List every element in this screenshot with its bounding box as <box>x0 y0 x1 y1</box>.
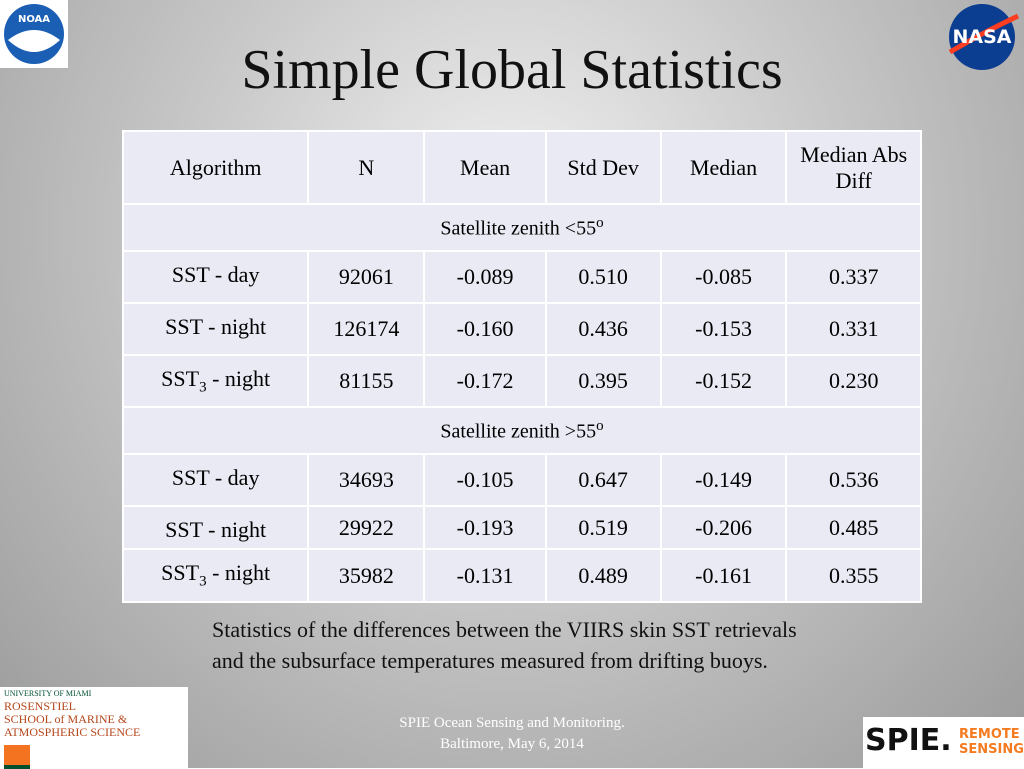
noaa-label: NOAA <box>18 14 50 25</box>
header-cell: Median <box>659 130 788 205</box>
text: - night <box>206 560 271 585</box>
value-cell: -0.193 <box>423 505 547 550</box>
value-cell: 0.510 <box>544 250 662 304</box>
value-cell: -0.149 <box>659 453 788 507</box>
spie-word: SENSING <box>959 742 1024 757</box>
text: Satellite zenith >55 <box>440 420 597 443</box>
header-cell: Median Abs Diff <box>785 130 922 205</box>
spie-word: REMOTE <box>959 727 1020 742</box>
value-cell: 34693 <box>307 453 426 507</box>
text: SST <box>161 560 200 585</box>
value-cell: -0.089 <box>423 250 547 304</box>
value-cell: -0.131 <box>423 548 547 603</box>
algorithm-cell: SST - night <box>121 505 310 550</box>
header-cell: Mean <box>423 130 547 205</box>
value-cell: -0.206 <box>659 505 788 550</box>
text: SST - day <box>171 262 260 287</box>
caption: Statistics of the differences between th… <box>212 617 797 673</box>
value-cell: 126174 <box>307 302 426 356</box>
value-cell: 81155 <box>307 354 426 408</box>
data-row: SST - night 29922 -0.193 0.519 -0.206 0.485 <box>121 505 922 550</box>
data-row: SST3 - night 35982 -0.131 0.489 -0.161 0.355 <box>121 548 922 603</box>
data-row: SST - day 34693 -0.105 0.647 -0.149 0.536 <box>121 453 922 507</box>
value-cell: 29922 <box>307 505 426 550</box>
algorithm-cell: SST3 - night <box>121 354 310 408</box>
value-cell: 0.230 <box>785 354 922 408</box>
value-cell: -0.152 <box>659 354 788 408</box>
spie-logo: SPIE. REMOTE SENSING <box>863 717 1024 768</box>
value-cell: 0.355 <box>785 548 922 603</box>
section-cell: Satellite zenith <55o <box>122 203 922 252</box>
value-cell: -0.172 <box>423 354 547 408</box>
text: SST - night <box>165 314 267 339</box>
value-cell: 0.647 <box>544 453 662 507</box>
section-row: Satellite zenith >55o <box>122 406 922 455</box>
noaa-logo: NOAA <box>0 0 68 68</box>
data-row: SST - day 92061 -0.089 0.510 -0.085 0.337 <box>121 250 922 304</box>
value-cell: -0.161 <box>659 548 788 603</box>
value-cell: 0.485 <box>785 505 922 550</box>
um-logo: UNIVERSITY OF MIAMI ROSENSTIEL SCHOOL of… <box>0 687 188 769</box>
data-row: SST3 - night 81155 -0.172 0.395 -0.152 0.230 <box>121 354 922 408</box>
spie-text: REMOTE SENSING <box>959 727 1024 757</box>
data-row: SST - night 126174 -0.160 0.436 -0.153 0.331 <box>121 302 922 356</box>
text: - night <box>206 366 271 391</box>
footer-line: Baltimore, May 6, 2014 <box>440 736 584 752</box>
text: SST <box>161 366 200 391</box>
nasa-logo: NASA <box>944 2 1022 77</box>
um-line: UNIVERSITY OF MIAMI <box>4 689 92 698</box>
algorithm-cell: SST - day <box>121 250 310 304</box>
value-cell: 92061 <box>307 250 426 304</box>
slide-title: Simple Global Statistics <box>241 39 783 101</box>
subscript: 3 <box>199 379 207 396</box>
header-cell: Std Dev <box>544 130 662 205</box>
value-cell: 0.436 <box>544 302 662 356</box>
text: SST - night <box>165 517 267 542</box>
superscript: o <box>596 214 604 231</box>
um-line: ATMOSPHERIC SCIENCE <box>4 725 141 739</box>
nasa-label: NASA <box>953 26 1012 48</box>
footer-line: SPIE Ocean Sensing and Monitoring. <box>399 715 625 731</box>
value-cell: 0.536 <box>785 453 922 507</box>
stats-table: Algorithm N Mean Std Dev Median Median Abs Di… <box>121 130 922 603</box>
value-cell: -0.105 <box>423 453 547 507</box>
um-line: SCHOOL of MARINE & <box>4 712 128 726</box>
value-cell: 35982 <box>307 548 426 603</box>
header-row: Algorithm N Mean Std Dev Median Median Abs Di… <box>121 130 922 205</box>
value-cell: -0.085 <box>659 250 788 304</box>
header-cell: Algorithm <box>121 130 310 205</box>
subscript: 3 <box>199 573 207 590</box>
section-row: Satellite zenith <55o <box>122 203 922 252</box>
algorithm-cell: SST3 - night <box>121 548 310 603</box>
header-cell: N <box>307 130 426 205</box>
um-mark <box>4 745 30 769</box>
algorithm-cell: SST - night <box>121 302 310 356</box>
value-cell: -0.160 <box>423 302 547 356</box>
value-cell: 0.331 <box>785 302 922 356</box>
spie-mark: SPIE. <box>865 723 952 758</box>
um-line: ROSENSTIEL <box>4 699 76 713</box>
value-cell: 0.337 <box>785 250 922 304</box>
superscript: o <box>596 417 604 434</box>
value-cell: 0.395 <box>544 354 662 408</box>
section-cell: Satellite zenith >55o <box>122 406 922 455</box>
algorithm-cell: SST - day <box>121 453 310 507</box>
footer: SPIE Ocean Sensing and Monitoring. Baltim… <box>362 713 662 755</box>
value-cell: -0.153 <box>659 302 788 356</box>
value-cell: 0.519 <box>544 505 662 550</box>
value-cell: 0.489 <box>544 548 662 603</box>
text: SST - day <box>171 465 260 490</box>
text: Satellite zenith <55 <box>440 217 597 240</box>
